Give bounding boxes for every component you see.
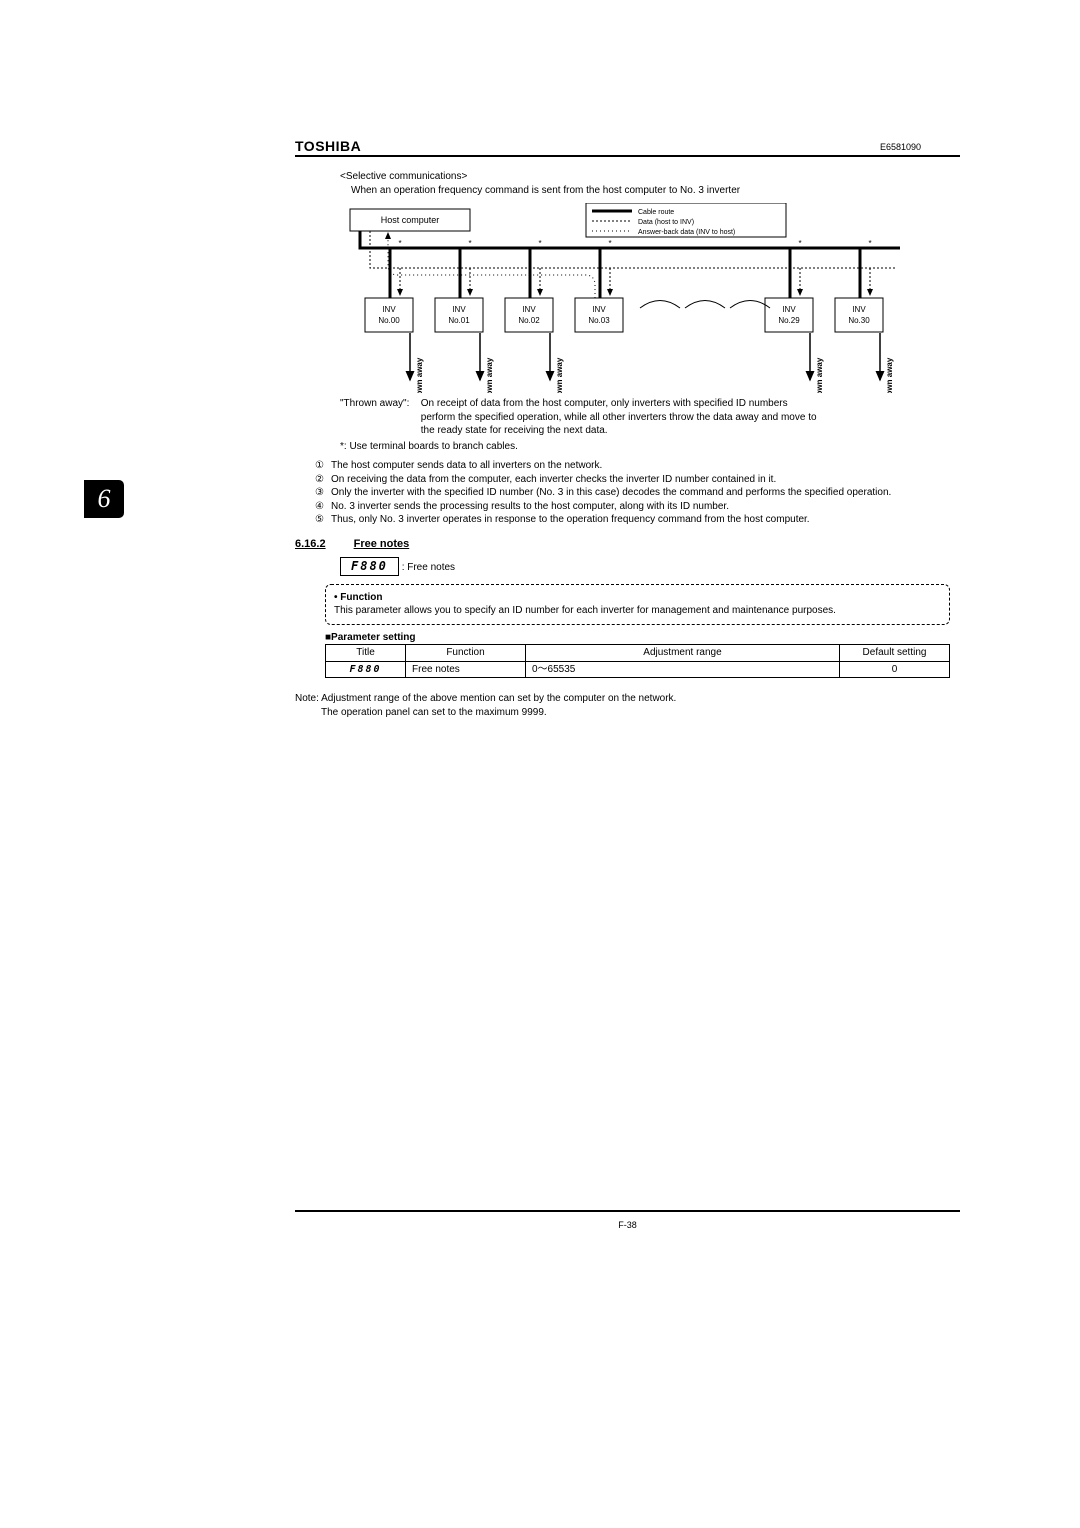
inv-29: * INV No.29 Thrown away: [765, 239, 824, 393]
function-box: • Function This parameter allows you to …: [325, 584, 950, 625]
svg-text:Answer-back data (INV to host): Answer-back data (INV to host): [638, 229, 735, 236]
param-name: : Free notes: [402, 562, 455, 573]
param-setting-table: Title Function Adjustment range Default …: [325, 644, 950, 678]
page-body: <Selective communications> When an opera…: [295, 170, 960, 719]
svg-text:*: *: [608, 239, 611, 248]
footer-rule: [295, 1210, 960, 1212]
doc-number: E6581090: [880, 142, 921, 152]
svg-text:No.30: No.30: [848, 316, 870, 325]
thrown-away-desc: "Thrown away": On receipt of data from t…: [340, 397, 960, 438]
svg-text:Thrown away: Thrown away: [885, 357, 894, 393]
header-rule: [295, 155, 960, 157]
svg-text:Data (host to INV): Data (host to INV): [638, 219, 694, 226]
svg-text:Thrown away: Thrown away: [555, 357, 564, 393]
section-heading: 6.16.2Free notes: [295, 537, 960, 552]
svg-text:*: *: [868, 239, 871, 248]
selective-title: <Selective communications>: [340, 170, 960, 184]
host-label: Host computer: [381, 215, 440, 225]
footnote: Note: Adjustment range of the above ment…: [295, 692, 960, 719]
brand-logo: TOSHIBA: [295, 138, 361, 154]
table-row: F880 Free notes 0～65535 0: [326, 661, 950, 678]
svg-text:*: *: [798, 239, 801, 248]
selective-subtitle: When an operation frequency command is s…: [351, 184, 960, 198]
svg-text:No.00: No.00: [378, 316, 400, 325]
svg-text:INV: INV: [592, 305, 606, 314]
network-diagram: Host computer Cable route Data (host to …: [340, 203, 910, 393]
svg-text:No.29: No.29: [778, 316, 800, 325]
svg-text:INV: INV: [382, 305, 396, 314]
svg-text:Cable route: Cable route: [638, 209, 674, 216]
param-setting-label: ■Parameter setting: [325, 631, 960, 645]
param-title: F880 : Free notes: [340, 557, 960, 575]
inv-00: * INV No.00 Thrown away: [365, 239, 424, 393]
inv-01: * INV No.01 Thrown away: [435, 239, 494, 393]
inv-02: * INV No.02 Thrown away: [505, 239, 564, 393]
side-tab: 6: [84, 480, 124, 518]
step-list: ①The host computer sends data to all inv…: [315, 459, 960, 527]
inv-03: * INV No.03: [575, 239, 623, 332]
svg-text:*: *: [468, 239, 471, 248]
svg-text:Thrown away: Thrown away: [485, 357, 494, 393]
inv-30: * INV No.30 Thrown away: [835, 239, 894, 393]
svg-text:No.03: No.03: [588, 316, 610, 325]
page-number: F-38: [295, 1220, 960, 1230]
asterisk-note: *: Use terminal boards to branch cables.: [340, 440, 960, 454]
param-code: F880: [340, 557, 399, 575]
svg-text:Thrown away: Thrown away: [415, 357, 424, 393]
svg-text:*: *: [538, 239, 541, 248]
svg-text:INV: INV: [522, 305, 536, 314]
svg-text:INV: INV: [782, 305, 796, 314]
svg-text:No.02: No.02: [518, 316, 540, 325]
svg-text:No.01: No.01: [448, 316, 470, 325]
svg-text:Thrown away: Thrown away: [815, 357, 824, 393]
svg-text:INV: INV: [852, 305, 866, 314]
svg-text:*: *: [398, 239, 401, 248]
svg-text:INV: INV: [452, 305, 466, 314]
